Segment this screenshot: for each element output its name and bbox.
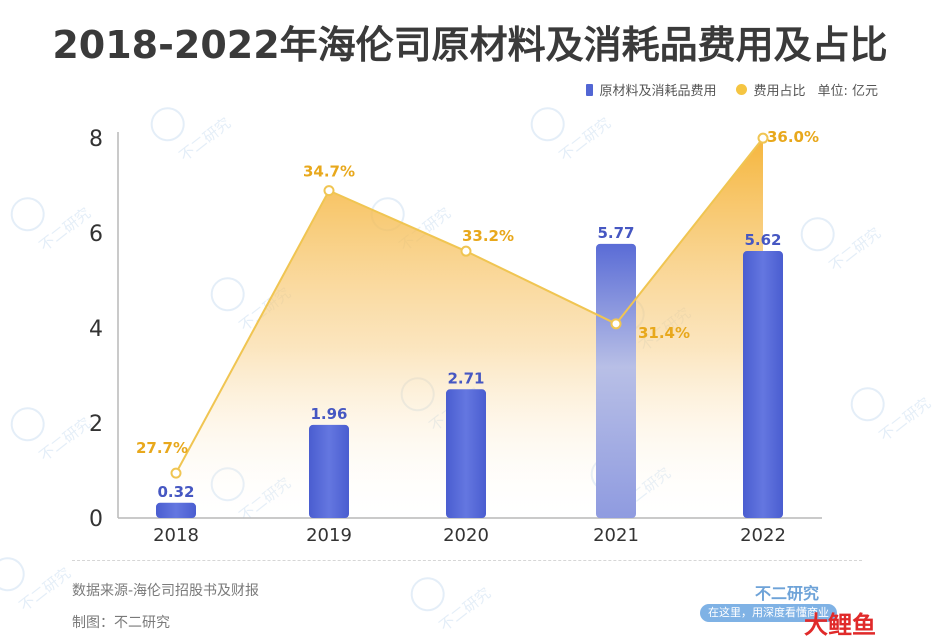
watermark-text: 不二研究 [556, 114, 614, 165]
bar [309, 424, 349, 518]
y-tick-label: 2 [89, 412, 103, 437]
bar [446, 389, 486, 518]
brand-slogan: 在这里，用深度看懂商业 [700, 604, 837, 622]
watermark: 不二研究 [530, 107, 614, 165]
brand-name: 不二研究 [754, 584, 819, 603]
watermark-text: 不二研究 [36, 414, 94, 465]
chart-credit: 制图：不二研究 [72, 615, 170, 631]
bar-value-label: 0.32 [157, 483, 194, 501]
watermark: 不二研究 [10, 407, 94, 465]
bar [743, 251, 783, 519]
percentage-label: 27.7% [136, 439, 188, 457]
watermark: 不二研究 [0, 557, 74, 615]
watermark-text: 不二研究 [36, 204, 94, 255]
line-layer [170, 132, 769, 479]
percentage-point [757, 132, 769, 144]
watermark-icon [10, 197, 45, 232]
axis-layer: 0 2 4 6 8 2018 2019 2020 2021 2022 [89, 127, 822, 546]
x-tick-label: 2018 [153, 525, 199, 546]
y-tick-label: 6 [89, 222, 103, 247]
x-tick-label: 2021 [593, 525, 639, 546]
bar-value-label: 2.71 [447, 369, 484, 387]
watermark: 不二研究 [850, 387, 934, 445]
label-layer: 0.32 1.96 2.71 5.77 5.62 27.7% 34.7% 33.2% 31.4%… [136, 128, 819, 501]
bar-value-label: 5.62 [744, 231, 781, 249]
watermark-icon [530, 107, 565, 142]
x-tick-label: 2020 [443, 525, 489, 546]
watermark-text: 不二研究 [876, 394, 934, 445]
watermark: 不二研究 [10, 197, 94, 255]
watermark-icon [410, 577, 445, 612]
footer-divider [72, 560, 862, 561]
percentage-point [323, 185, 335, 197]
legend-line-label: 费用占比 [753, 84, 806, 99]
chart-title: 2018-2022年海伦司原材料及消耗品费用及占比 [52, 23, 888, 67]
bar [596, 243, 636, 519]
corner-logo-text: 大鲤鱼 [804, 611, 876, 639]
percentage-point [610, 318, 622, 330]
watermark-icon [800, 217, 835, 252]
legend-unit: 单位: 亿元 [817, 84, 878, 99]
legend-bar-label: 原材料及消耗品费用 [599, 84, 717, 99]
watermark: 不二研究 [150, 107, 234, 165]
y-tick-label: 4 [89, 317, 103, 342]
y-tick-label: 8 [89, 127, 103, 152]
bar-value-label: 5.77 [597, 224, 634, 242]
x-tick-label: 2022 [740, 525, 786, 546]
percentage-label: 31.4% [638, 324, 690, 342]
y-tick-label: 0 [89, 507, 103, 532]
x-tick-label: 2019 [306, 525, 352, 546]
legend-bar-swatch [586, 83, 594, 96]
watermark-text: 不二研究 [826, 224, 884, 275]
percentage-label: 33.2% [462, 227, 514, 245]
legend-line-swatch [736, 84, 748, 95]
watermark-icon [10, 407, 45, 442]
watermark-text: 不二研究 [436, 584, 494, 635]
watermark-text: 不二研究 [16, 564, 74, 615]
watermark: 不二研究 [800, 217, 884, 275]
percentage-label: 36.0% [767, 128, 819, 146]
watermark-icon [210, 277, 245, 312]
chart-legend: 原材料及消耗品费用 费用占比 单位: 亿元 [586, 80, 878, 99]
bar-value-label: 1.96 [310, 405, 347, 423]
watermark-text: 不二研究 [176, 114, 234, 165]
percentage-label: 34.7% [303, 163, 355, 181]
percentage-point [460, 245, 472, 257]
corner-logo: 大鲤鱼 [804, 611, 876, 639]
percentage-point [170, 467, 182, 479]
watermark-icon [0, 557, 25, 592]
data-source: 数据来源-海伦司招股书及财报 [72, 583, 260, 599]
watermark: 不二研究 [410, 577, 494, 635]
watermark-icon [150, 107, 185, 142]
watermark-icon [850, 387, 885, 422]
bar [156, 502, 196, 518]
